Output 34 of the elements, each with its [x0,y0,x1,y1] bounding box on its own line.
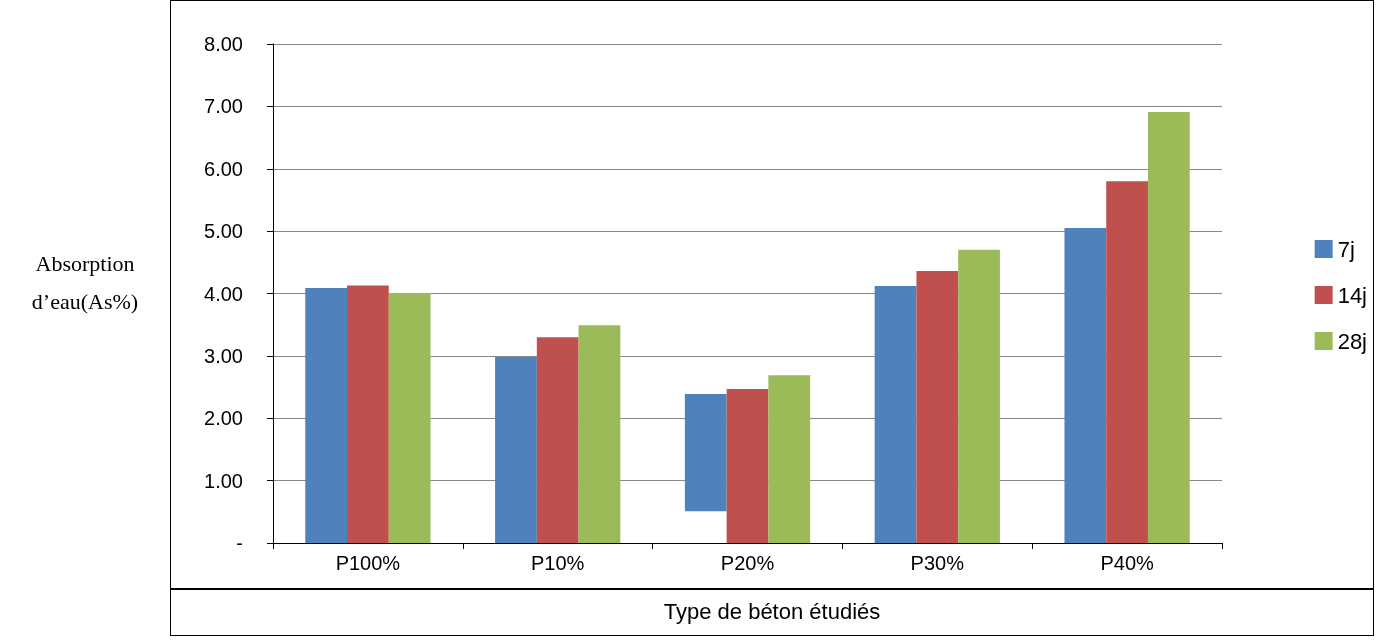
x-tick-label: P100% [335,552,401,574]
legend-label: 14j [1337,282,1367,308]
bar [536,337,579,543]
x-tick-label: P20% [720,552,775,574]
bar [768,375,811,543]
bar [726,388,769,543]
bar [347,285,389,543]
x-tick-label: P30% [910,552,965,574]
y-tick-label: 2.00 [204,407,243,430]
y-tick-label: 3.00 [204,344,243,367]
y-tick-label: 5.00 [204,220,243,243]
bar [1147,111,1190,543]
bar [958,249,1000,543]
bar [495,357,537,543]
bar [1106,181,1148,543]
y-tick-label: 4.00 [204,282,243,305]
legend-label: 28j [1337,328,1367,354]
x-tick-label: P10% [531,552,585,574]
bar [1064,228,1107,543]
y-tick-label: 8.00 [204,33,243,55]
bar [388,292,431,543]
bar [874,286,917,543]
legend-label: 7j [1337,236,1355,262]
y-tick-label: 1.00 [204,469,243,492]
bar [578,325,621,543]
bar [305,287,348,543]
y-tick-label: 7.00 [204,95,243,118]
x-tick-label: P40% [1100,552,1154,574]
y-tick-label: 6.00 [204,157,243,180]
y-tick-label: - [236,532,243,554]
bar [684,393,727,512]
y-axis-title: Absorption d’eau(As%) [30,250,140,316]
x-axis-title: Type de béton étudiés [170,588,1374,636]
bar [916,271,959,543]
